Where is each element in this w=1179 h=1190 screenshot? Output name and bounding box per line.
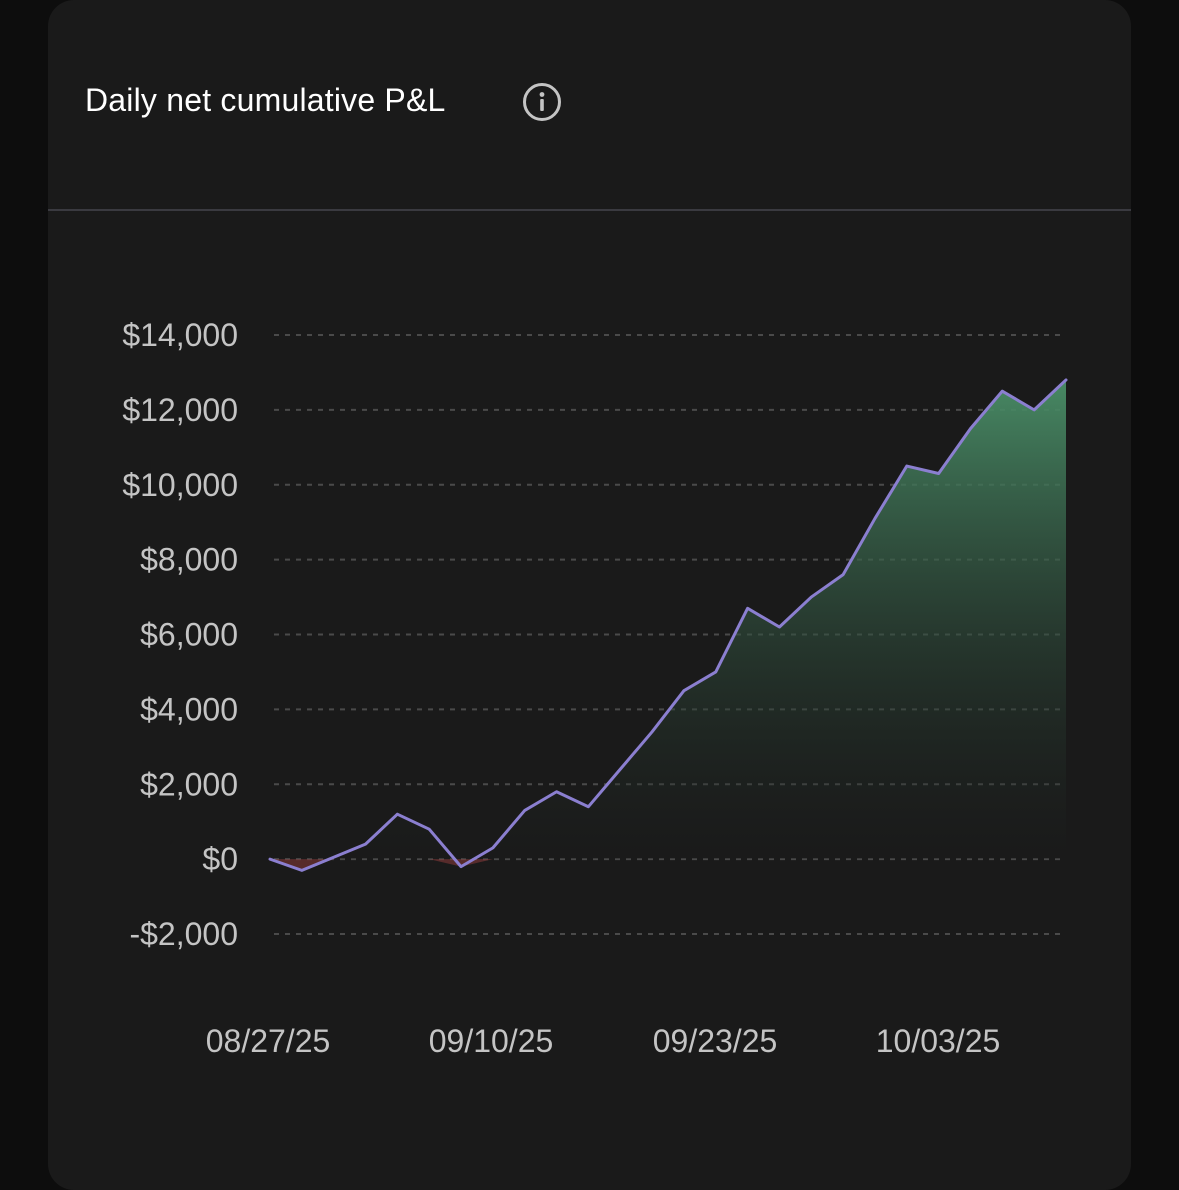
data-point xyxy=(585,804,591,810)
data-point xyxy=(267,856,273,862)
x-tick-label: 08/27/25 xyxy=(206,1023,331,1059)
card-header: Daily net cumulative P&L xyxy=(48,0,1131,210)
data-point xyxy=(490,845,496,851)
data-point xyxy=(840,572,846,578)
y-tick-label: $8,000 xyxy=(140,542,238,578)
y-axis-ticks: $14,000 $12,000 $10,000 $8,000 $6,000 $4,000 $… xyxy=(122,317,238,952)
pnl-card: Daily net cumulative P&L $14,000 $12,000 $… xyxy=(48,0,1131,1190)
data-point xyxy=(363,841,369,847)
x-tick-label: 09/10/25 xyxy=(429,1023,554,1059)
y-tick-label: $4,000 xyxy=(140,691,238,727)
data-point xyxy=(776,624,782,630)
pnl-chart: $14,000 $12,000 $10,000 $8,000 $6,000 $4,000 $… xyxy=(122,317,1069,1059)
positive-area xyxy=(270,379,1066,860)
series-line-layer xyxy=(268,378,1068,872)
data-point xyxy=(458,864,464,870)
y-tick-label: $12,000 xyxy=(122,392,238,428)
data-point xyxy=(713,669,719,675)
data-point xyxy=(649,729,655,735)
header-divider xyxy=(48,209,1131,211)
data-point xyxy=(999,388,1005,394)
negative-area xyxy=(270,859,1066,871)
data-point xyxy=(904,463,910,469)
chart-title: Daily net cumulative P&L xyxy=(85,82,446,118)
y-tick-label: $10,000 xyxy=(122,467,238,503)
x-axis-ticks: 08/27/25 09/10/25 09/23/25 10/03/25 xyxy=(206,1023,1001,1059)
y-tick-label: $2,000 xyxy=(140,766,238,802)
data-point xyxy=(681,688,687,694)
data-point xyxy=(426,826,432,832)
data-point xyxy=(522,807,528,813)
data-point xyxy=(936,471,942,477)
info-circle-icon[interactable] xyxy=(522,82,562,122)
data-point xyxy=(299,867,305,873)
data-point xyxy=(1063,377,1069,383)
data-point xyxy=(808,594,814,600)
y-tick-label: $14,000 xyxy=(122,317,238,353)
series-line xyxy=(268,378,1068,872)
y-tick-label: $6,000 xyxy=(140,617,238,653)
data-point xyxy=(967,426,973,432)
y-tick-label: $0 xyxy=(202,841,238,877)
data-point xyxy=(1031,407,1037,413)
area-fill xyxy=(270,379,1066,871)
y-tick-label: -$2,000 xyxy=(129,916,238,952)
data-point xyxy=(617,766,623,772)
x-tick-label: 10/03/25 xyxy=(876,1023,1001,1059)
data-point xyxy=(394,811,400,817)
data-point xyxy=(745,605,751,611)
data-point xyxy=(872,515,878,521)
data-point xyxy=(331,854,337,860)
x-tick-label: 09/23/25 xyxy=(653,1023,778,1059)
data-point xyxy=(554,789,560,795)
